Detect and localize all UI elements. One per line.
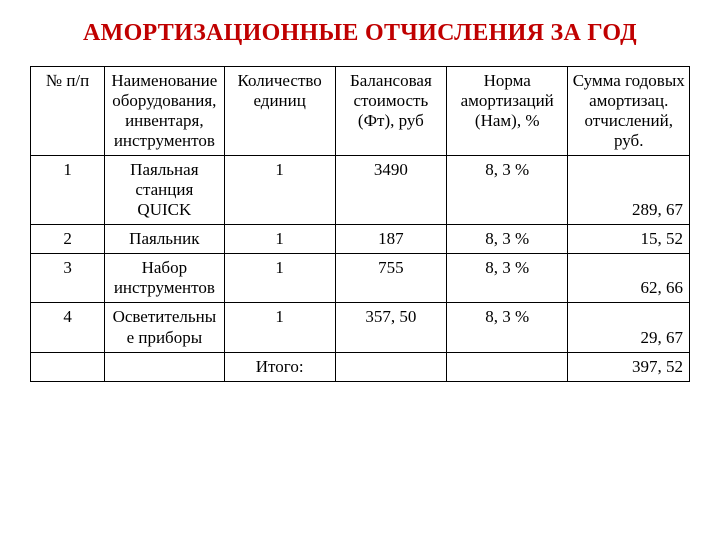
cell-qty: 1 bbox=[224, 225, 335, 254]
cell-qty: 1 bbox=[224, 156, 335, 225]
cell-sum: 15, 52 bbox=[568, 225, 690, 254]
table-header-row: № п/п Наименование оборудования, инвента… bbox=[31, 67, 690, 156]
table-row: 1 Паяльная станция QUICK 1 3490 8, 3 % 2… bbox=[31, 156, 690, 225]
col-header-qty: Количество единиц bbox=[224, 67, 335, 156]
cell-empty bbox=[446, 352, 568, 381]
cell-rate: 8, 3 % bbox=[446, 254, 568, 303]
col-header-balance: Балансовая стоимость (Фт), руб bbox=[335, 67, 446, 156]
total-label: Итого: bbox=[224, 352, 335, 381]
col-header-number: № п/п bbox=[31, 67, 105, 156]
cell-sum: 29, 67 bbox=[568, 303, 690, 352]
col-header-rate: Норма амортизаций (Нам), % bbox=[446, 67, 568, 156]
cell-rate: 8, 3 % bbox=[446, 225, 568, 254]
cell-n: 1 bbox=[31, 156, 105, 225]
cell-rate: 8, 3 % bbox=[446, 303, 568, 352]
cell-name: Набор инструментов bbox=[105, 254, 224, 303]
cell-n: 3 bbox=[31, 254, 105, 303]
cell-sum: 62, 66 bbox=[568, 254, 690, 303]
cell-name: Паяльная станция QUICK bbox=[105, 156, 224, 225]
cell-qty: 1 bbox=[224, 254, 335, 303]
cell-empty bbox=[105, 352, 224, 381]
page-title: АМОРТИЗАЦИОННЫЕ ОТЧИСЛЕНИЯ ЗА ГОД bbox=[30, 18, 690, 48]
cell-empty bbox=[31, 352, 105, 381]
table-total-row: Итого: 397, 52 bbox=[31, 352, 690, 381]
cell-balance: 357, 50 bbox=[335, 303, 446, 352]
cell-sum: 289, 67 bbox=[568, 156, 690, 225]
col-header-name: Наименование оборудования, инвентаря, ин… bbox=[105, 67, 224, 156]
table-row: 3 Набор инструментов 1 755 8, 3 % 62, 66 bbox=[31, 254, 690, 303]
cell-rate: 8, 3 % bbox=[446, 156, 568, 225]
table-row: 2 Паяльник 1 187 8, 3 % 15, 52 bbox=[31, 225, 690, 254]
table-row: 4 Осветительные приборы 1 357, 50 8, 3 %… bbox=[31, 303, 690, 352]
depreciation-table: № п/п Наименование оборудования, инвента… bbox=[30, 66, 690, 382]
cell-balance: 755 bbox=[335, 254, 446, 303]
cell-n: 2 bbox=[31, 225, 105, 254]
cell-name: Осветительные приборы bbox=[105, 303, 224, 352]
cell-qty: 1 bbox=[224, 303, 335, 352]
cell-name: Паяльник bbox=[105, 225, 224, 254]
cell-empty bbox=[335, 352, 446, 381]
col-header-sum: Сумма годовых амортизац. отчислений, руб… bbox=[568, 67, 690, 156]
cell-balance: 187 bbox=[335, 225, 446, 254]
cell-n: 4 bbox=[31, 303, 105, 352]
cell-balance: 3490 bbox=[335, 156, 446, 225]
total-value: 397, 52 bbox=[568, 352, 690, 381]
